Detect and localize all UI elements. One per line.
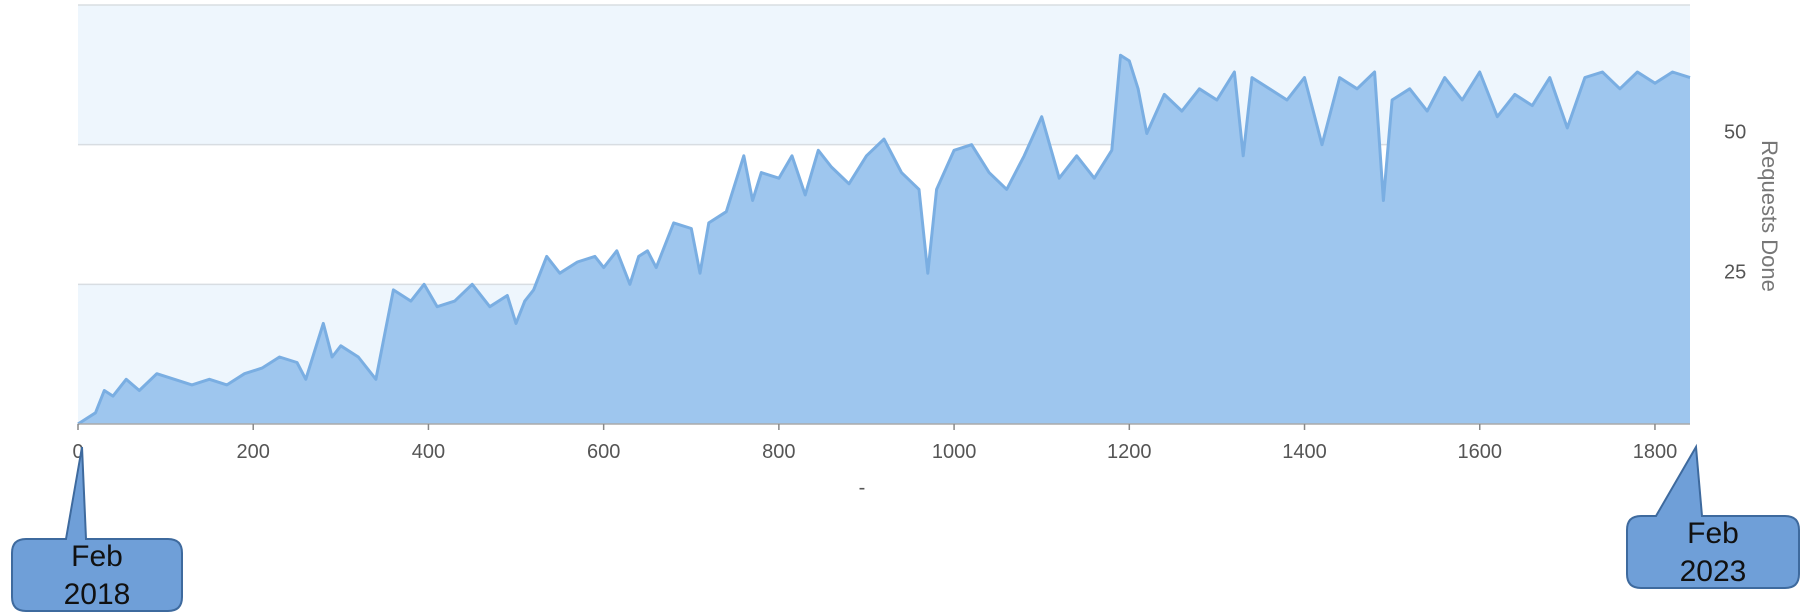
x-tick-label: 200 [237,441,270,463]
callout-start-line1: Feb [71,540,123,573]
series-layer [77,53,1691,426]
callout-end: Feb 2023 [1626,443,1800,589]
x-tick-label: 600 [587,441,620,463]
x-tick-label: 1600 [1457,441,1502,463]
callout-end-shape [1626,443,1800,589]
callout-start: Feb 2018 [11,446,183,612]
callout-end-line2: 2023 [1680,555,1747,588]
y-axis-title: Requests Done [1757,140,1782,292]
x-axis-mark: - [859,477,866,499]
series-line [77,53,1691,426]
x-tick-label: 1200 [1107,441,1152,463]
x-tick-label: 0 [72,441,83,463]
x-tick-label: 800 [762,441,795,463]
y-axis: 25 50 [1724,122,1746,284]
y-tick-label: 25 [1724,261,1746,283]
x-tick-label: 400 [412,441,445,463]
x-tick-label: 1400 [1282,441,1327,463]
x-tick-label: 1000 [932,441,977,463]
callout-start-shape [11,446,183,612]
callout-start-line2: 2018 [64,578,131,611]
y-tick-label: 50 [1724,122,1746,144]
x-axis: 0 200 400 600 800 1000 1200 1400 1600 1800 [72,423,1690,463]
x-tick-label: 1800 [1633,441,1678,463]
series-area [78,55,1690,425]
callout-end-line1: Feb [1687,517,1739,550]
